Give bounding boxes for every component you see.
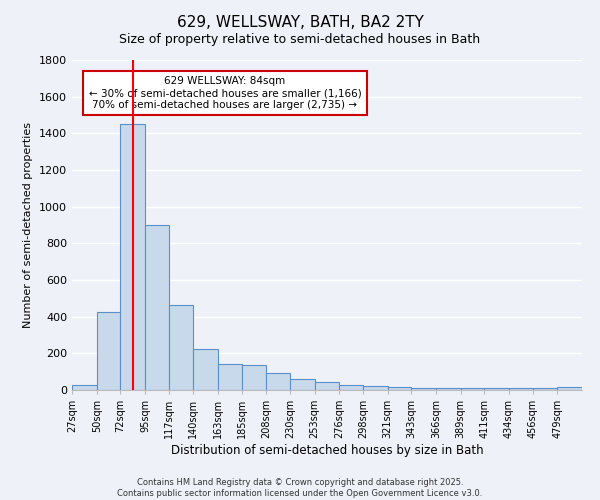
Y-axis label: Number of semi-detached properties: Number of semi-detached properties xyxy=(23,122,34,328)
Bar xyxy=(363,386,388,390)
Bar xyxy=(145,225,169,390)
Bar xyxy=(533,388,557,390)
Bar xyxy=(557,387,582,390)
Text: 629 WELLSWAY: 84sqm
← 30% of semi-detached houses are smaller (1,166)
70% of sem: 629 WELLSWAY: 84sqm ← 30% of semi-detach… xyxy=(89,76,361,110)
Bar xyxy=(242,365,266,390)
Bar xyxy=(169,304,193,390)
Bar xyxy=(266,372,290,390)
Bar xyxy=(314,382,340,390)
Bar xyxy=(121,124,145,390)
Bar xyxy=(97,312,121,390)
Text: Contains HM Land Registry data © Crown copyright and database right 2025.
Contai: Contains HM Land Registry data © Crown c… xyxy=(118,478,482,498)
Bar xyxy=(388,387,411,390)
Text: Size of property relative to semi-detached houses in Bath: Size of property relative to semi-detach… xyxy=(119,32,481,46)
Bar xyxy=(436,388,461,390)
Bar xyxy=(193,349,218,390)
Bar xyxy=(509,388,533,390)
X-axis label: Distribution of semi-detached houses by size in Bath: Distribution of semi-detached houses by … xyxy=(170,444,484,457)
Bar xyxy=(290,379,314,390)
Bar xyxy=(340,384,363,390)
Bar xyxy=(218,364,242,390)
Bar xyxy=(411,388,436,390)
Bar xyxy=(72,386,97,390)
Text: 629, WELLSWAY, BATH, BA2 2TY: 629, WELLSWAY, BATH, BA2 2TY xyxy=(176,15,424,30)
Bar xyxy=(461,388,484,390)
Bar xyxy=(484,388,509,390)
